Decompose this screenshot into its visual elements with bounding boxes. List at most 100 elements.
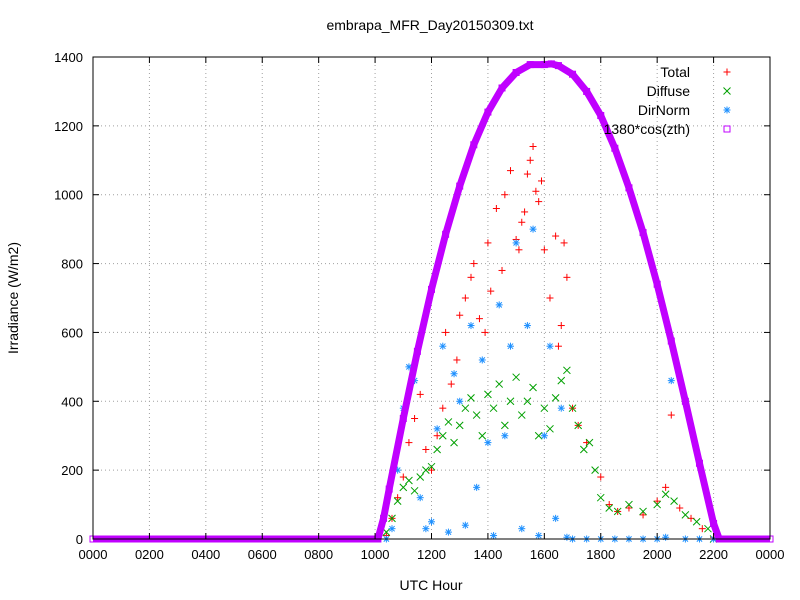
data-point [481,328,489,336]
data-point [410,486,419,495]
data-point [489,404,498,413]
y-tick-label: 1000 [54,188,83,203]
data-point [557,376,566,385]
data-point [662,533,670,541]
x-tick-label: 2000 [643,547,672,562]
data-point [639,511,647,519]
data-point [551,393,560,402]
data-point [583,87,591,95]
legend: Total Diffuse DirNorm 1380*cos(zth) [604,64,731,137]
data-point [484,390,492,399]
data-point [444,418,453,426]
data-point [416,390,424,398]
data-point [495,380,504,388]
data-point [546,424,554,433]
data-point [560,239,568,247]
data-point [394,494,402,502]
data-point [492,204,500,212]
data-point [535,198,543,206]
data-point [422,445,430,453]
data-point [597,112,605,120]
data-point [428,285,435,293]
data-point [501,191,509,199]
grid [93,57,770,539]
legend-label: 1380*cos(zth) [604,121,690,137]
data-point [388,525,396,533]
data-point [546,294,554,302]
data-point [478,431,487,440]
data-point [613,507,622,516]
data-point [667,411,675,419]
data-point [498,84,506,92]
data-point [625,504,633,512]
data-point [399,483,408,492]
data-point [470,260,478,268]
data-point [563,273,571,281]
data-point [529,225,537,233]
data-point [695,459,703,467]
data-point [442,230,450,238]
data-point [444,528,452,536]
y-tick-label: 200 [61,463,83,478]
data-point [478,356,486,364]
data-point [568,404,577,413]
data-point [653,500,662,509]
x-tick-label: 0800 [304,547,333,562]
data-point [461,294,469,302]
data-point [579,445,588,454]
x-tick-label: 1200 [417,547,446,562]
y-tick-label: 0 [76,532,83,547]
data-point [526,61,534,69]
data-point [563,366,571,375]
x-tick-label: 1600 [530,547,559,562]
x-tick-label: 0400 [191,547,220,562]
data-point [450,438,458,447]
data-point [416,494,424,502]
data-point [569,70,577,78]
data-point [625,184,633,192]
data-point [523,322,531,330]
data-point [661,490,670,499]
data-point [557,404,565,412]
data-point [698,525,706,533]
data-point [540,404,549,413]
data-point [597,473,605,481]
data-point [526,156,534,164]
x-tick-label: 0600 [248,547,277,562]
data-point [453,356,461,364]
data-point [475,315,483,323]
data-point [433,432,441,440]
x-tick-label: 0000 [756,547,785,562]
data-point [518,218,526,226]
chart-title: embrapa_MFR_Day20150309.txt [326,17,533,33]
data-point [563,533,571,541]
data-point [433,425,441,433]
data-point [450,370,458,378]
data-point [467,273,475,281]
data-point [521,208,529,216]
data-point [484,439,492,447]
x-tick-label: 1800 [586,547,615,562]
axis-ticks: 0000 0200 0400 0600 0800 1000 1200 1400 1600 1800… [54,50,784,562]
x-tick-label: 0200 [135,547,164,562]
data-point [484,108,492,116]
data-point [529,143,537,151]
data-point [461,521,469,529]
data-point [605,501,613,509]
x-tick-label: 1000 [361,547,390,562]
data-point [456,182,464,190]
data-point [518,525,526,533]
data-point [500,421,509,430]
data-point [506,397,515,406]
data-point [552,514,560,522]
data-point [676,504,684,512]
data-point [438,431,447,440]
data-point [380,514,388,522]
x-tick-label: 0000 [79,547,108,562]
data-point [433,445,441,454]
data-point [442,328,450,336]
data-point [498,266,506,274]
data-point [540,246,548,254]
data-point [653,497,661,505]
data-point [653,280,661,288]
